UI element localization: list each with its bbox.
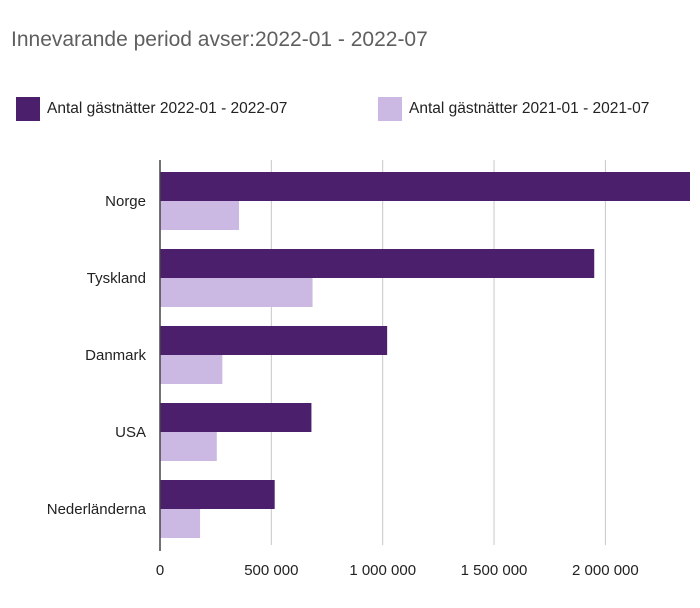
bar-norge-series-1 xyxy=(160,201,240,230)
category-label-2: Danmark xyxy=(85,347,146,364)
bar-tyskland-series-0 xyxy=(160,249,595,278)
bar-tyskland-series-1 xyxy=(160,278,313,307)
bar-norge-series-0 xyxy=(160,172,690,201)
category-label-1: Tyskland xyxy=(87,270,146,287)
bar-nederländerna-series-1 xyxy=(160,509,201,538)
chart-title: Innevarande period avser:2022-01 - 2022-… xyxy=(11,28,428,51)
legend-label-2022: Antal gästnätter 2022-01 - 2022-07 xyxy=(47,100,288,117)
legend-swatch-2022 xyxy=(16,97,40,121)
x-tick-label-0: 0 xyxy=(156,562,164,579)
legend-label-2021: Antal gästnätter 2021-01 - 2021-07 xyxy=(409,100,650,117)
x-tick-label-4: 2 000 000 xyxy=(572,562,639,579)
category-label-3: USA xyxy=(115,424,146,441)
x-tick-label-2: 1 000 000 xyxy=(349,562,416,579)
bar-danmark-series-1 xyxy=(160,355,223,384)
bar-usa-series-1 xyxy=(160,432,217,461)
bar-nederländerna-series-0 xyxy=(160,480,275,509)
category-label-4: Nederländerna xyxy=(47,501,147,518)
category-label-0: Norge xyxy=(105,193,146,210)
legend-swatch-2021 xyxy=(378,97,402,121)
x-tick-label-1: 500 000 xyxy=(244,562,298,579)
legend-item-2022: Antal gästnätter 2022-01 - 2022-07 xyxy=(16,96,287,122)
bar-usa-series-0 xyxy=(160,403,312,432)
x-tick-label-3: 1 500 000 xyxy=(461,562,528,579)
legend-item-2021: Antal gästnätter 2021-01 - 2021-07 xyxy=(378,96,649,122)
bar-danmark-series-0 xyxy=(160,326,388,355)
